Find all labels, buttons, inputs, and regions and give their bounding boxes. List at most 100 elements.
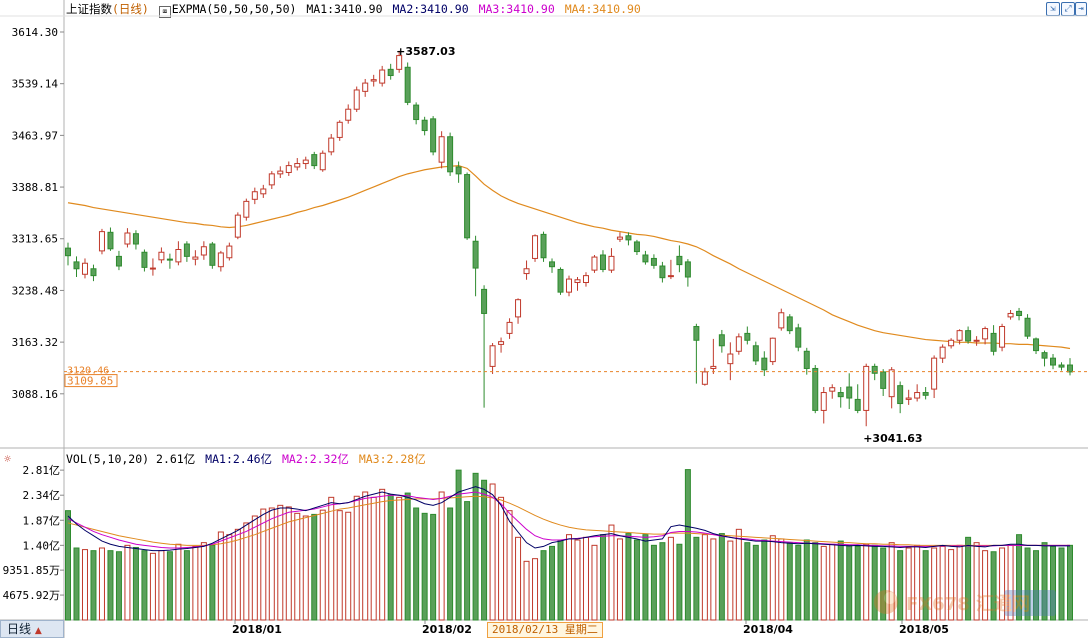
watermark: FX678 汇通网 <box>872 584 1072 620</box>
volume-bar <box>549 545 556 621</box>
candle-body <box>98 231 105 252</box>
candle <box>608 248 615 273</box>
candle <box>727 342 734 381</box>
volume-bar <box>506 510 513 621</box>
candle-body <box>540 233 547 259</box>
candle-body <box>1024 317 1031 337</box>
candle <box>115 250 122 271</box>
candle-body <box>837 392 844 398</box>
volume-bar <box>277 504 284 621</box>
candle-body <box>616 236 623 240</box>
candles <box>65 50 1073 427</box>
candle-body <box>676 255 683 266</box>
vol-indicator-name[interactable]: VOL(5,10,20) <box>66 452 150 466</box>
candle-body <box>345 108 352 121</box>
candle <box>464 172 471 240</box>
candle-body <box>115 255 122 267</box>
volume-bar <box>795 544 802 621</box>
candle <box>302 156 309 170</box>
candle <box>769 337 776 366</box>
candle-body <box>582 275 589 284</box>
candle-body <box>294 163 301 168</box>
candle <box>846 373 853 410</box>
candle-body <box>1050 357 1057 366</box>
candle-body <box>1067 364 1073 373</box>
candle <box>396 50 403 73</box>
watermark-logo-icon <box>874 590 1056 616</box>
volume-bar <box>73 547 80 621</box>
candle <box>319 150 326 172</box>
candle <box>438 131 445 169</box>
volume-bar <box>939 545 946 621</box>
candle <box>515 298 522 324</box>
current-price-line-label: 3120.46 <box>67 366 109 377</box>
volume-bar <box>752 544 759 621</box>
candle <box>693 323 700 384</box>
candle-body <box>888 369 895 398</box>
candle <box>1024 314 1031 339</box>
candle <box>897 381 904 414</box>
volume-bar <box>532 558 539 621</box>
candle-body <box>948 339 955 347</box>
candle <box>98 228 105 255</box>
period-tab[interactable]: 日线 ▲ <box>0 620 64 638</box>
candle <box>795 323 802 352</box>
watermark-text: FX678 汇通网 <box>906 594 1031 615</box>
candle-body <box>727 353 734 365</box>
candle-body <box>667 275 674 278</box>
candle-body <box>234 214 241 238</box>
candle <box>701 367 708 386</box>
candle <box>506 318 513 339</box>
candle <box>243 198 250 221</box>
volume-tick-label: 2.81亿 <box>23 464 61 477</box>
volume-bar <box>226 534 233 621</box>
candle-body <box>515 299 522 318</box>
candle-body <box>718 334 725 347</box>
volume-bar <box>676 543 683 621</box>
candle-body <box>362 82 369 92</box>
candle-body <box>905 397 912 400</box>
vol-ma1: MA1:2.46亿 <box>205 452 273 466</box>
candle-body <box>557 268 564 293</box>
candle <box>124 228 131 248</box>
instrument-name[interactable]: 上证指数 <box>66 2 112 16</box>
volume-bar <box>302 515 309 621</box>
settings-gear-icon[interactable]: ☼ <box>4 452 12 466</box>
candle <box>1041 350 1048 367</box>
volume-bar <box>566 534 572 621</box>
candle-body <box>710 365 717 369</box>
volume-ma-lines <box>67 486 1070 552</box>
volume-bar <box>616 538 623 621</box>
candle <box>430 116 437 156</box>
candle <box>812 365 819 414</box>
indicator-name[interactable]: EXPMA(50,50,50,50) <box>171 2 297 16</box>
candle-body <box>854 398 861 411</box>
candle <box>650 254 657 269</box>
candle-body <box>183 243 190 257</box>
volume-bar <box>421 512 428 621</box>
date-tick-label: 2018/01 <box>232 623 282 636</box>
candle-body <box>701 371 708 385</box>
period-label[interactable]: (日线) <box>112 2 149 16</box>
candle <box>285 161 292 176</box>
candle-body <box>464 174 471 239</box>
candle-body <box>914 392 921 399</box>
candle <box>1007 310 1014 320</box>
indicator-icon[interactable]: ⌧ <box>158 6 171 18</box>
candle <box>277 166 284 178</box>
volume-bar <box>149 552 156 621</box>
candle-body <box>1033 338 1040 352</box>
candle <box>421 116 428 136</box>
candle <box>294 158 301 171</box>
candle-body <box>260 188 267 195</box>
candle-body <box>302 159 309 165</box>
vol-ma2: MA2:2.32亿 <box>282 452 349 466</box>
volume-bar <box>132 546 139 621</box>
volume-bar <box>846 544 853 621</box>
candle-body <box>863 365 870 411</box>
candle-body <box>175 249 182 263</box>
volume-bar <box>124 544 131 621</box>
candle <box>574 277 581 291</box>
ma1-value: MA1:3410.90 <box>306 2 383 16</box>
candle <box>863 363 870 427</box>
